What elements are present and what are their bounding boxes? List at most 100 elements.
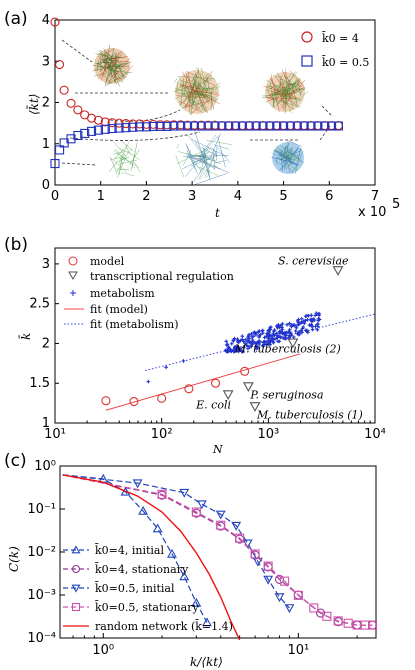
a-point (333, 121, 343, 131)
a-point (285, 121, 295, 131)
metabolism-point (313, 324, 318, 329)
metabolism-point (261, 331, 265, 335)
a-point (50, 159, 60, 169)
metabolism-point (287, 321, 292, 326)
transcriptional-point (287, 338, 299, 349)
c-ytick-label: 10⁻³ (27, 588, 56, 603)
metabolism-point (250, 338, 255, 342)
metabolism-point (274, 336, 278, 341)
metabolism-point (300, 326, 305, 331)
metabolism-point (229, 341, 234, 346)
model-point (129, 396, 139, 407)
metabolism-point (247, 332, 251, 337)
c-point (284, 604, 295, 614)
a-point (128, 122, 138, 132)
metabolism-point (268, 342, 272, 347)
panel-b-ylabel: k̄ (17, 333, 33, 340)
c-point (263, 561, 273, 571)
metabolism-point (293, 329, 298, 333)
a-xtick-label: 6 (325, 189, 333, 204)
metabolism-point (272, 328, 277, 332)
metabolism-point (266, 333, 271, 338)
transcriptional-point-label: E. coli (195, 398, 231, 411)
a-point (87, 126, 97, 136)
metabolism-point (299, 321, 303, 325)
c-series-line (62, 474, 241, 641)
a-ytick-label: 0 (42, 178, 50, 193)
panel-b-frame (54, 247, 376, 424)
metabolism-point (236, 347, 241, 351)
legend-marker-metabolism (70, 290, 76, 296)
metabolism-point (294, 326, 299, 330)
legend-label-transcriptional: transcriptional regulation (90, 270, 234, 283)
c-point (263, 575, 274, 585)
transcriptional-point (249, 402, 261, 412)
metabolism-point (305, 317, 310, 322)
metabolism-point (236, 340, 241, 344)
panel-a-ticks: 0 1 2 3 4 5 6 7 0 1 2 3 4 (42, 13, 379, 204)
a-point (155, 121, 165, 131)
transcriptional-point-label: S. cerevisiae (278, 254, 349, 267)
c-legend-label: k̄0=0.5, initial (95, 582, 175, 595)
panel-b: (b) 10¹ 10² 10³ 10⁴ 1 1.5 2 2.5 3 N k̄ S. cerevi… (4, 235, 386, 456)
metabolism-point (316, 317, 321, 321)
panel-a-x-multiplier: x 10 (358, 205, 386, 220)
c-xtick-label: 10¹ (287, 643, 309, 658)
metabolism-point (225, 349, 230, 354)
metabolism-point (255, 346, 260, 350)
metabolism-point (257, 329, 262, 333)
metabolism-point (233, 345, 237, 349)
a-point (55, 145, 65, 155)
metabolism-point (235, 337, 240, 341)
metabolism-point (313, 313, 317, 318)
metabolism-point (279, 329, 283, 333)
metabolism-point (231, 349, 236, 354)
metabolism-point (231, 339, 236, 343)
a-xtick-label: 2 (142, 189, 150, 204)
metabolism-point (284, 333, 288, 338)
b-xtick-label: 10⁴ (364, 427, 386, 442)
metabolism-point (302, 319, 306, 323)
b-xtick-label: 10¹ (44, 427, 66, 442)
a-point (80, 128, 90, 138)
c-point (215, 510, 226, 520)
c-point (293, 590, 303, 600)
c-point (250, 549, 260, 559)
a-point (258, 121, 268, 131)
metabolism-point (240, 349, 244, 354)
c-point (191, 507, 201, 517)
metabolism-point (254, 341, 259, 346)
metabolism-point (262, 335, 267, 340)
a-point (59, 85, 69, 95)
metabolism-point (245, 340, 250, 344)
a-point (148, 121, 158, 131)
a-point (203, 121, 213, 131)
a-point (224, 121, 234, 131)
a-point (169, 121, 179, 131)
metabolism-point (240, 337, 245, 342)
c-point (216, 520, 226, 530)
c-point (235, 533, 245, 543)
metabolism-point (315, 322, 320, 327)
panel-a-x-multiplier-exp: 5 (392, 197, 400, 212)
a-ytick-label: 4 (42, 13, 50, 28)
metabolism-point (309, 318, 313, 323)
metabolism-point (274, 331, 279, 336)
metabolism-point (268, 338, 273, 342)
a-ytick-label: 1 (42, 137, 50, 152)
metabolism-point (310, 327, 315, 332)
transcriptional-point-label: M. tuberculosis (2) (234, 343, 341, 356)
a-xtick-label: 4 (234, 189, 242, 204)
c-point (343, 618, 353, 628)
a-point (231, 121, 241, 131)
metabolism-point (317, 311, 321, 316)
panel-b-label: (b) (4, 235, 28, 255)
metabolism-point (246, 346, 250, 351)
legend-label-k0-4: k̄0 = 4 (322, 32, 359, 45)
c-point (316, 608, 326, 618)
panel-b-ticks: 10¹ 10² 10³ 10⁴ 1 1.5 2 2.5 3 (29, 257, 386, 442)
metabolism-point (277, 325, 282, 330)
metabolism-point (292, 323, 296, 327)
c-xtick-label: 10⁰ (92, 643, 114, 658)
panel-a-series (50, 17, 343, 169)
